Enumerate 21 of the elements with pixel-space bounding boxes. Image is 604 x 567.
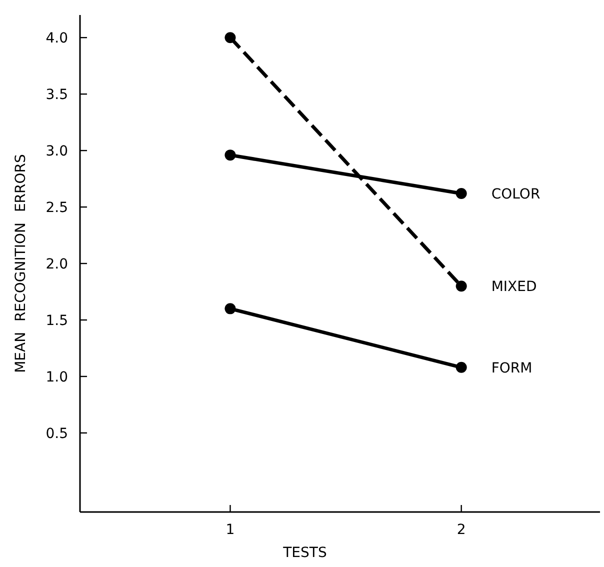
y-tick-label: 2.5 <box>46 200 68 216</box>
series-label: COLOR <box>491 186 540 202</box>
point <box>224 32 236 44</box>
x-tick-label: 2 <box>456 522 466 538</box>
x-tick-label: 1 <box>226 522 235 538</box>
point <box>456 362 467 373</box>
y-tick-label: 2.0 <box>46 256 68 272</box>
y-tick-label: 1.0 <box>46 369 68 386</box>
y-tick-label: 1.5 <box>46 312 68 329</box>
point <box>224 303 236 314</box>
point <box>456 280 467 292</box>
series-label: MIXED <box>491 279 537 296</box>
x-axis-title: TESTS <box>282 545 327 561</box>
y-tick-label: 3.0 <box>46 144 68 160</box>
y-tick-label: 0.5 <box>46 426 68 442</box>
y-tick-label: 3.5 <box>46 87 68 104</box>
point <box>224 150 236 161</box>
series-label: FORM <box>491 360 532 376</box>
y-tick-label: 4.0 <box>46 30 68 47</box>
point <box>456 188 467 199</box>
y-axis-title: MEAN RECOGNITION ERRORS <box>13 154 29 373</box>
